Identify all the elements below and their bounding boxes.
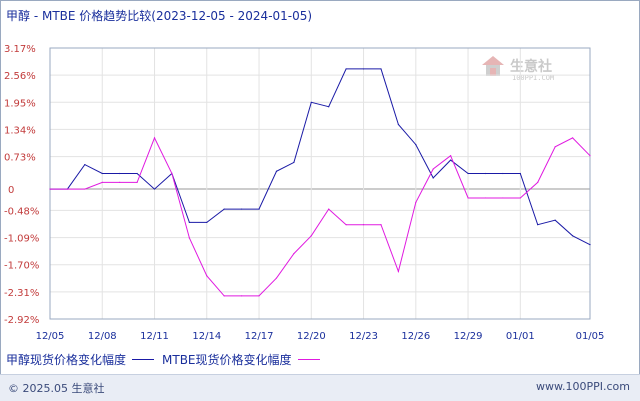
data-point-0 [537, 224, 539, 226]
data-point-0 [293, 161, 295, 163]
chart-title: 甲醇 - MTBE 价格趋势比较(2023-12-05 - 2024-01-05… [6, 9, 313, 23]
y-tick-label: -1.70% [4, 261, 39, 272]
plot-border [49, 47, 591, 320]
data-point-0 [484, 172, 487, 175]
series-line-1 [50, 136, 591, 297]
data-point-0 [345, 68, 347, 70]
data-point-1 [467, 197, 469, 199]
data-point-1 [241, 295, 243, 297]
x-tick-label: 12/26 [401, 331, 430, 342]
x-tick-label: 12/14 [192, 331, 221, 342]
data-point-0 [432, 177, 434, 179]
data-point-0 [362, 68, 365, 70]
y-tick-label: 0 [8, 185, 14, 196]
data-point-0 [467, 172, 469, 175]
data-point-1 [188, 237, 190, 239]
legend-label-methanol: 甲醇现货价格变化幅度 [6, 353, 127, 367]
data-point-1 [84, 188, 86, 190]
data-point-1 [101, 181, 103, 183]
legend-swatch-methanol [132, 359, 155, 360]
data-point-1 [450, 155, 452, 157]
watermark-logo-icon [480, 54, 506, 82]
data-point-1 [310, 235, 312, 237]
data-point-1 [153, 137, 156, 139]
data-point-1 [345, 224, 347, 226]
data-point-0 [571, 235, 574, 237]
data-point-1 [519, 197, 521, 199]
chart-legend: 甲醇现货价格变化幅度 MTBE现货价格变化幅度 [6, 351, 328, 368]
data-point-0 [502, 172, 504, 175]
data-point-0 [206, 221, 208, 224]
footer-site-link[interactable]: www.100PPI.com [536, 380, 630, 393]
data-point-1 [136, 181, 138, 183]
data-point-1 [293, 252, 295, 255]
data-point-0 [223, 208, 225, 210]
data-point-1 [537, 181, 539, 183]
y-tick-label: -0.48% [4, 206, 39, 217]
data-point-0 [136, 172, 138, 175]
data-point-1 [258, 295, 260, 297]
data-point-1 [380, 224, 382, 226]
data-point-1 [66, 188, 69, 190]
data-point-1 [571, 137, 574, 139]
data-point-0 [310, 101, 312, 103]
data-point-0 [397, 123, 399, 126]
y-tick-label: 3.17% [4, 44, 36, 55]
watermark-subtext: 100PPI.COM [512, 74, 555, 82]
data-point-0 [589, 244, 591, 246]
data-point-1 [502, 197, 504, 199]
data-point-0 [153, 188, 156, 190]
x-tick-label: 12/23 [349, 331, 378, 342]
data-point-1 [119, 181, 121, 183]
x-tick-label: 12/17 [245, 331, 274, 342]
data-point-0 [258, 208, 260, 210]
data-point-1 [415, 201, 417, 204]
footer-copyright: © 2025.05 生意社 [8, 382, 105, 395]
data-point-1 [589, 155, 591, 157]
x-tick-label: 01/01 [506, 331, 535, 342]
data-point-0 [101, 172, 103, 175]
data-point-1 [49, 188, 51, 190]
data-point-1 [223, 295, 225, 297]
x-tick-label: 01/05 [576, 331, 605, 342]
data-point-0 [554, 219, 556, 221]
data-point-0 [188, 221, 190, 224]
data-point-0 [380, 68, 382, 70]
x-tick-label: 12/11 [140, 331, 169, 342]
data-point-1 [328, 208, 330, 210]
data-point-1 [484, 197, 487, 199]
x-tick-label: 12/08 [88, 331, 117, 342]
data-point-1 [171, 172, 173, 175]
y-tick-label: -1.09% [4, 234, 39, 245]
legend-swatch-mtbe [297, 359, 320, 360]
x-tick-label: 12/20 [297, 331, 326, 342]
y-tick-label: 1.34% [4, 125, 36, 136]
data-point-1 [206, 275, 208, 277]
data-point-0 [119, 172, 121, 175]
data-point-1 [554, 146, 556, 148]
y-tick-label: 0.73% [4, 153, 36, 164]
data-point-1 [275, 277, 278, 279]
y-tick-label: 2.56% [4, 71, 36, 82]
data-point-0 [275, 170, 278, 172]
data-point-1 [397, 270, 399, 272]
data-point-0 [450, 159, 452, 161]
data-point-0 [328, 106, 330, 108]
legend-item-methanol: 甲醇现货价格变化幅度 [6, 351, 155, 368]
y-tick-label: -2.31% [4, 288, 39, 299]
data-point-1 [432, 168, 434, 170]
legend-label-mtbe: MTBE现货价格变化幅度 [162, 353, 292, 367]
legend-item-mtbe: MTBE现货价格变化幅度 [162, 351, 320, 368]
data-point-0 [519, 172, 521, 175]
data-point-0 [84, 163, 86, 166]
x-tick-label: 12/29 [454, 331, 483, 342]
data-point-0 [241, 208, 243, 210]
data-point-0 [415, 143, 417, 146]
y-tick-label: -2.92% [4, 315, 39, 326]
data-point-1 [362, 224, 365, 226]
y-tick-label: 1.95% [4, 98, 36, 109]
x-tick-label: 12/05 [36, 331, 65, 342]
footer-bar: © 2025.05 生意社 www.100PPI.com [0, 374, 640, 401]
